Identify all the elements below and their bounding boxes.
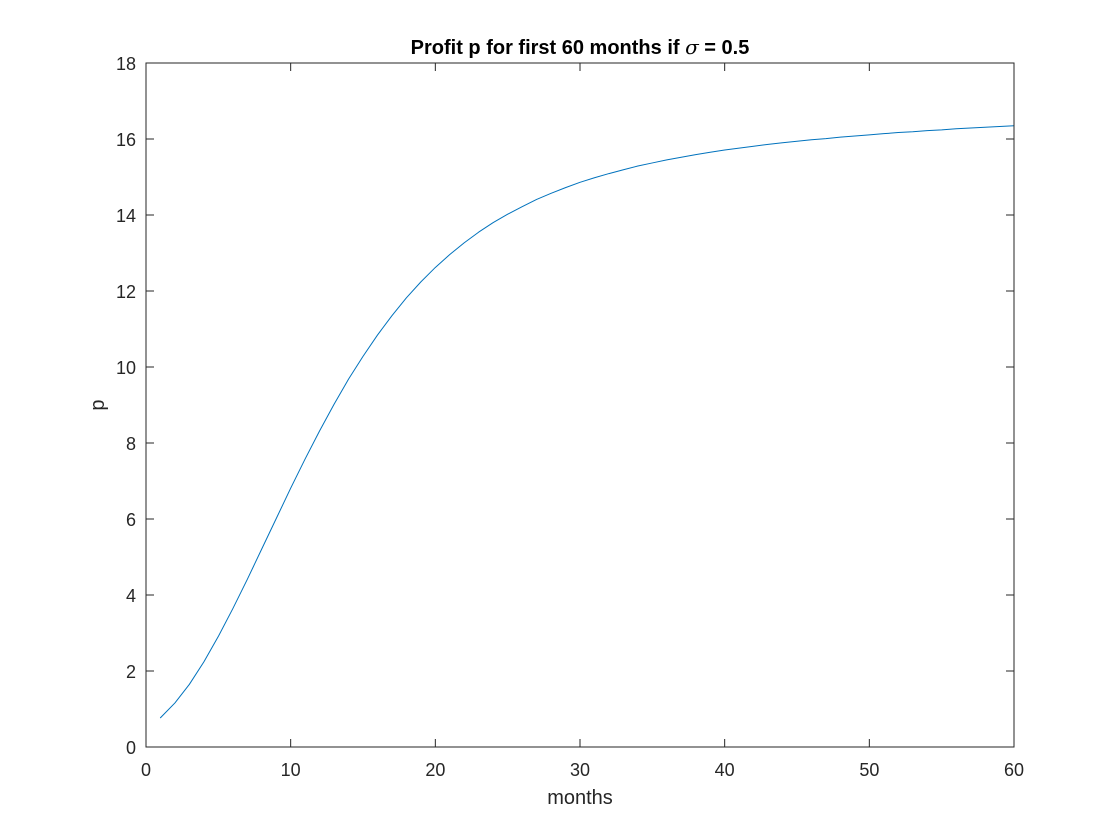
y-tick-label: 18 [116, 54, 136, 74]
x-tick-label: 40 [715, 760, 735, 780]
y-tick-label: 14 [116, 206, 136, 226]
x-tick-label: 30 [570, 760, 590, 780]
chart-title-prefix: Profit p for first 60 months if [411, 37, 685, 59]
x-tick-label: 50 [859, 760, 879, 780]
x-tick-label: 20 [425, 760, 445, 780]
y-tick-label: 6 [126, 510, 136, 530]
y-tick-label: 10 [116, 358, 136, 378]
chart-title-suffix: = 0.5 [699, 37, 750, 59]
chart-title: Profit p for first 60 months if σ = 0.5 [411, 35, 750, 59]
series-line-1 [159, 125, 1015, 719]
y-tick-label: 4 [126, 586, 136, 606]
y-axis-label: p [87, 399, 109, 410]
chart-title-symbol: σ [685, 35, 700, 59]
x-tick-label: 10 [281, 760, 301, 780]
tick-layer: 0 10 20 30 40 50 60 0 2 4 6 8 10 12 14 16 18 [116, 54, 1024, 780]
y-tick-label: 2 [126, 662, 136, 682]
series-layer [159, 125, 1015, 719]
plot-area [146, 63, 1014, 747]
x-tick-label: 60 [1004, 760, 1024, 780]
axes-box [145, 62, 1015, 748]
y-tick-label: 0 [126, 738, 136, 758]
y-tick-label: 16 [116, 130, 136, 150]
y-tick-label: 12 [116, 282, 136, 302]
y-tick-label: 8 [126, 434, 136, 454]
x-tick-label: 0 [141, 760, 151, 780]
x-axis-label: months [547, 787, 613, 809]
